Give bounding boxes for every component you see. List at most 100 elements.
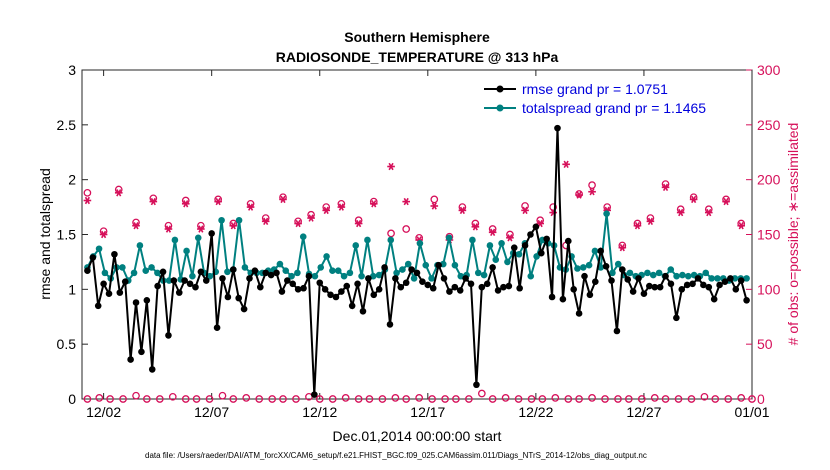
obs-assimilated-point bbox=[737, 222, 745, 230]
rmse-point bbox=[284, 277, 291, 284]
rmse-point bbox=[592, 278, 599, 285]
rmse-point bbox=[197, 268, 205, 276]
rmse-point bbox=[737, 277, 745, 284]
obs-possible-point bbox=[551, 394, 560, 402]
rmse-point bbox=[132, 299, 140, 306]
obs-assimilated-point bbox=[99, 230, 108, 239]
obs-possible-point bbox=[95, 394, 104, 402]
obs-possible-point bbox=[341, 394, 350, 402]
rmse-point bbox=[727, 275, 734, 282]
rmse-point bbox=[419, 278, 426, 285]
obs-assimilated-point bbox=[618, 243, 627, 252]
rmse-point bbox=[240, 305, 248, 313]
obs-possible-point bbox=[328, 395, 337, 403]
obs-assimilated-point bbox=[114, 189, 123, 197]
x-tick-label: 12/07 bbox=[194, 404, 229, 420]
rmse-point bbox=[548, 293, 556, 301]
totalspread-point bbox=[486, 242, 494, 249]
rmse-point bbox=[202, 277, 210, 284]
legend-rmse-marker bbox=[496, 85, 504, 93]
rmse-point bbox=[446, 288, 453, 295]
totalspread-point bbox=[533, 253, 540, 260]
rmse-point bbox=[635, 275, 642, 282]
rmse-point bbox=[111, 250, 118, 258]
totalspread-point bbox=[311, 272, 319, 280]
asterisk-stroke bbox=[431, 202, 437, 210]
asterisk-stroke bbox=[507, 234, 513, 242]
obs-possible-point bbox=[365, 395, 374, 403]
totalspread-point bbox=[492, 256, 500, 264]
rmse-point bbox=[229, 266, 237, 273]
y-right-tick-label: 50 bbox=[757, 336, 773, 352]
obs-assimilated-point bbox=[575, 191, 583, 199]
legend-spread-label: totalspread grand pr = 1.1465 bbox=[522, 100, 706, 116]
y-right-tick-label: 250 bbox=[757, 117, 781, 133]
totalspread-point bbox=[136, 242, 144, 249]
rmse-point bbox=[370, 291, 378, 299]
obs-possible-point bbox=[192, 395, 201, 403]
rmse-point bbox=[489, 264, 496, 271]
x-tick-label: 12/27 bbox=[626, 404, 661, 420]
totalspread-point bbox=[743, 275, 750, 282]
rmse-point bbox=[278, 288, 286, 295]
rmse-point bbox=[311, 391, 318, 398]
obs-possible-point bbox=[415, 394, 424, 402]
totalspread-point bbox=[241, 264, 249, 271]
rmse-point bbox=[716, 281, 723, 289]
rmse-point bbox=[494, 287, 502, 294]
obs-possible-point bbox=[527, 395, 536, 403]
rmse-point bbox=[710, 295, 718, 303]
obs-possible-point bbox=[292, 395, 300, 403]
rmse-point bbox=[408, 266, 415, 273]
totalspread-point bbox=[183, 247, 190, 255]
asterisk-stroke bbox=[691, 195, 697, 204]
totalspread-point bbox=[276, 260, 284, 268]
asterisk-stroke bbox=[150, 197, 156, 206]
rmse-point bbox=[743, 297, 750, 304]
obs-assimilated-point bbox=[722, 197, 730, 206]
totalspread-point bbox=[189, 272, 196, 280]
obs-assimilated-point bbox=[229, 222, 238, 230]
totalspread-point bbox=[358, 272, 365, 280]
totalspread-point bbox=[206, 272, 214, 280]
totalspread-point bbox=[655, 269, 663, 277]
totalspread-point bbox=[323, 253, 330, 260]
obs-assimilated-point bbox=[369, 200, 378, 208]
totalspread-point bbox=[375, 271, 383, 279]
rmse-point bbox=[213, 324, 221, 332]
y-tick-label: 1 bbox=[68, 281, 76, 297]
obs-possible-point bbox=[650, 394, 659, 402]
x-axis-label: Dec.01,2014 00:00:00 start bbox=[333, 428, 502, 444]
obs-possible-point bbox=[428, 395, 436, 403]
asterisk-stroke bbox=[308, 214, 314, 222]
y-tick-label: 1.5 bbox=[57, 227, 77, 243]
obs-assimilated-point bbox=[458, 206, 467, 215]
obs-assimilated-point bbox=[132, 222, 140, 230]
totalspread-point bbox=[148, 264, 155, 271]
rmse-point bbox=[327, 291, 334, 299]
rmse-point bbox=[721, 278, 729, 285]
rmse-point bbox=[429, 284, 437, 292]
obs-possible-point bbox=[575, 395, 583, 403]
obs-possible-point bbox=[155, 395, 164, 403]
obs-assimilated-point bbox=[402, 197, 410, 206]
rmse-point bbox=[154, 282, 161, 290]
y-right-tick-label: 0 bbox=[757, 391, 765, 407]
chart-subtitle: RADIOSONDE_TEMPERATURE @ 313 hPa bbox=[276, 49, 559, 65]
rmse-series bbox=[84, 124, 750, 398]
asterisk-stroke bbox=[101, 230, 107, 239]
rmse-point bbox=[462, 275, 469, 282]
asterisk-stroke bbox=[215, 197, 221, 206]
obs-possible-point bbox=[142, 395, 151, 403]
rmse-point bbox=[608, 277, 615, 284]
rmse-point bbox=[570, 286, 577, 293]
obs-assimilated-point bbox=[488, 228, 497, 236]
rmse-point bbox=[527, 231, 534, 238]
rmse-point bbox=[581, 272, 588, 280]
obs-assimilated-point bbox=[294, 219, 302, 228]
rmse-point bbox=[543, 235, 550, 243]
obs-assimilated-point bbox=[261, 217, 270, 226]
obs-assimilated-point bbox=[506, 234, 514, 242]
rmse-point bbox=[219, 275, 226, 282]
